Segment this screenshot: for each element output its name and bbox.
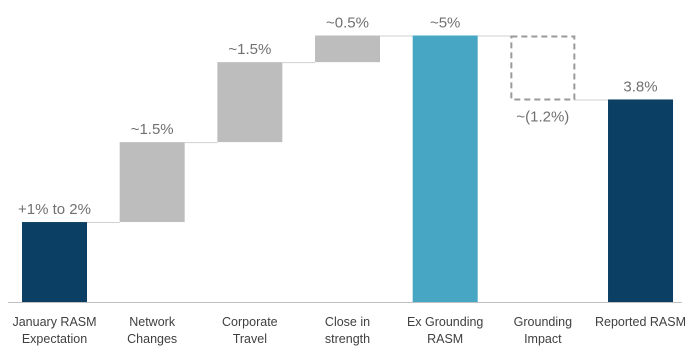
value-labels: +1% to 2% ~1.5% ~1.5% ~0.5% ~5% ~(1.2%) 3.8% [18,15,658,219]
bar-4 [412,35,478,302]
category-label-line: Network [129,315,176,329]
bar-6 [608,99,674,303]
value-label-4: ~5% [430,15,460,32]
category-label-0: January RASM Expectation [12,315,96,346]
category-label-3: Close in strength [325,315,370,346]
category-label-6: Reported RASM [595,315,686,329]
value-label-1: ~1.5% [131,121,174,138]
category-label-line: Close in [325,315,370,329]
category-label-line: Expectation [22,332,87,346]
category-label-line: Ex Grounding [407,315,483,329]
category-label-line: Corporate [222,315,278,329]
category-label-line: Travel [233,332,267,346]
category-label-line: January RASM [12,315,96,329]
bar-2 [217,62,283,143]
category-label-line: RASM [427,332,463,346]
category-label-line: Reported RASM [595,315,686,329]
category-label-2: Corporate Travel [222,315,278,346]
connector-lines [87,35,609,224]
category-label-1: Network Changes [127,315,177,346]
value-label-0: +1% to 2% [18,201,91,218]
bar-0 [22,222,87,302]
category-label-line: Grounding [514,315,572,329]
category-label-line: Impact [524,332,562,346]
bar-3 [315,35,381,63]
category-label-line: strength [325,332,370,346]
category-label-line: Changes [127,332,177,346]
category-label-5: Grounding Impact [514,315,572,346]
value-label-3: ~0.5% [326,15,369,32]
category-labels: January RASM Expectation Network Changes Cor… [12,315,686,346]
bar-1 [119,142,185,223]
value-label-2: ~1.5% [228,41,271,58]
bar-5 [510,35,576,101]
bars [22,35,674,303]
value-label-6: 3.8% [623,78,657,95]
category-label-4: Ex Grounding RASM [407,315,483,346]
value-label-5: ~(1.2%) [516,108,569,125]
